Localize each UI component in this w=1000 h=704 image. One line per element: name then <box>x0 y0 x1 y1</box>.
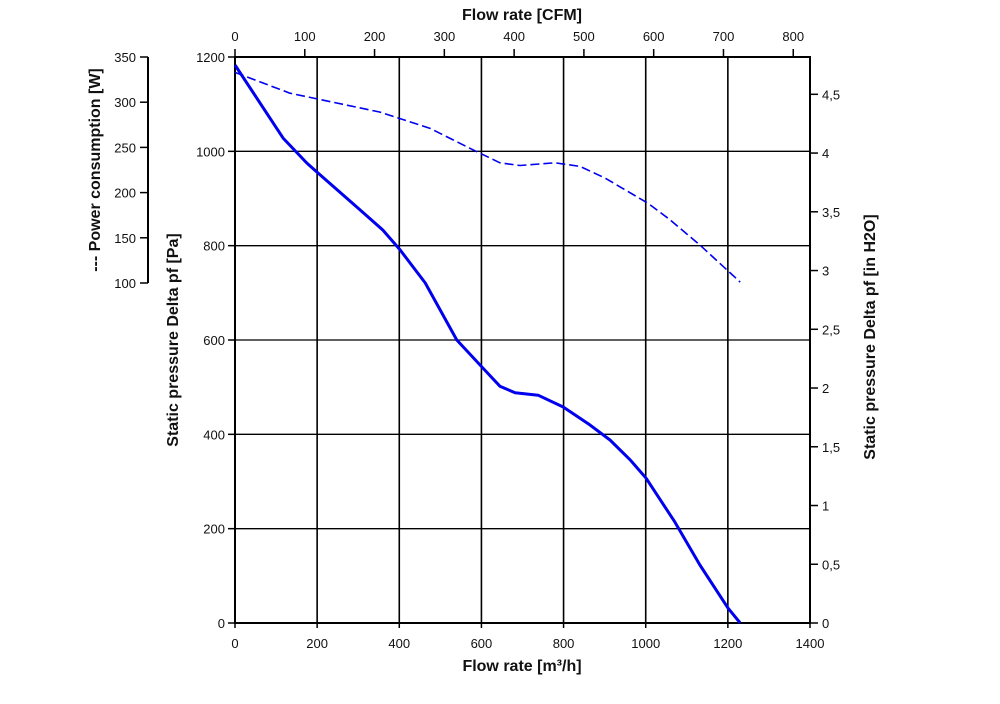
power-tick-label: 100 <box>114 276 136 291</box>
inh2o-tick-label: 2,5 <box>822 322 840 337</box>
power-tick-label: 200 <box>114 186 136 201</box>
x-tick-label: 800 <box>553 636 575 651</box>
cfm-tick-label: 100 <box>294 29 316 44</box>
y-tick-label: 1200 <box>196 50 225 65</box>
inh2o-tick-label: 0 <box>822 616 829 631</box>
inh2o-tick-label: 3,5 <box>822 205 840 220</box>
x-tick-label: 1200 <box>713 636 742 651</box>
y-axis-title-pa: Static pressure Delta pf [Pa] <box>165 233 182 446</box>
y-tick-label: 1000 <box>196 144 225 159</box>
inh2o-tick-label: 2 <box>822 381 829 396</box>
x-tick-label: 200 <box>306 636 328 651</box>
cfm-tick-label: 0 <box>231 29 238 44</box>
power-tick-label: 350 <box>114 50 136 65</box>
x-tick-label: 400 <box>388 636 410 651</box>
y-axis-title-power: --- Power consumption [W] <box>87 68 104 272</box>
y-tick-label: 600 <box>203 333 225 348</box>
x-tick-label: 600 <box>471 636 493 651</box>
inh2o-tick-label: 4 <box>822 146 829 161</box>
cfm-tick-label: 500 <box>573 29 595 44</box>
cfm-tick-label: 600 <box>643 29 665 44</box>
power-tick-label: 300 <box>114 95 136 110</box>
cfm-tick-label: 300 <box>433 29 455 44</box>
x-tick-label: 1000 <box>631 636 660 651</box>
inh2o-tick-label: 0,5 <box>822 557 840 572</box>
y-tick-label: 400 <box>203 427 225 442</box>
cfm-tick-label: 400 <box>503 29 525 44</box>
x-tick-label: 1400 <box>796 636 825 651</box>
y-axis-title-inh2o: Static pressure Delta pf [in H2O] <box>862 214 879 459</box>
cfm-tick-label: 200 <box>364 29 386 44</box>
inh2o-tick-label: 4,5 <box>822 87 840 102</box>
grid <box>235 57 810 623</box>
x-tick-label: 0 <box>231 636 238 651</box>
inh2o-tick-label: 3 <box>822 264 829 279</box>
power-consumption-line <box>235 72 740 282</box>
inh2o-tick-label: 1 <box>822 499 829 514</box>
power-tick-label: 250 <box>114 140 136 155</box>
axes <box>140 49 818 628</box>
static-pressure-line <box>235 65 740 623</box>
power-tick-label: 150 <box>114 231 136 246</box>
x-axis-title: Flow rate [m³/h] <box>462 658 581 675</box>
y-tick-label: 800 <box>203 239 225 254</box>
cfm-tick-label: 700 <box>713 29 735 44</box>
top-axis-title: Flow rate [CFM] <box>462 7 582 24</box>
cfm-tick-label: 800 <box>782 29 804 44</box>
inh2o-tick-label: 1,5 <box>822 440 840 455</box>
y-tick-label: 200 <box>203 522 225 537</box>
series <box>235 65 740 623</box>
y-tick-label: 0 <box>218 616 225 631</box>
